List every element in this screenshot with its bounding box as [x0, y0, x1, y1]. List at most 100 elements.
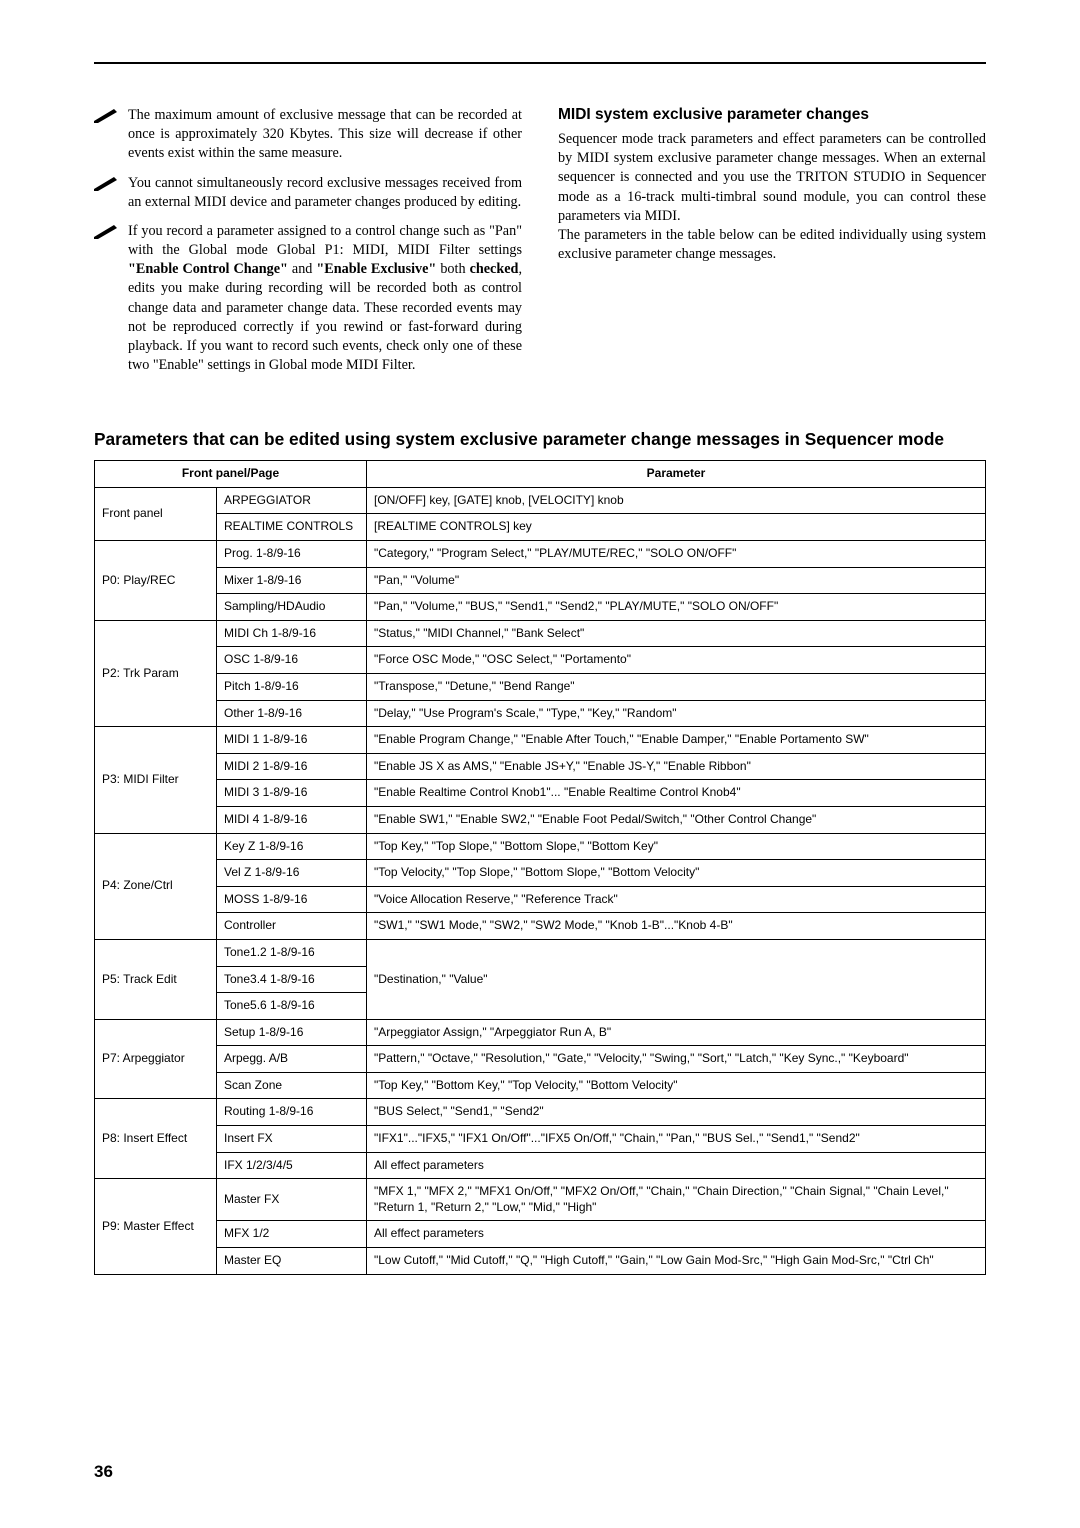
- table-row: P7: ArpeggiatorSetup 1-8/9-16"Arpeggiato…: [95, 1019, 986, 1046]
- table-cell-page: MOSS 1-8/9-16: [217, 886, 367, 913]
- table-cell-param: "Pattern," "Octave," "Resolution," "Gate…: [367, 1046, 986, 1073]
- table-cell-page: Insert FX: [217, 1126, 367, 1153]
- table-row: P5: Track EditTone1.2 1-8/9-16"Destinati…: [95, 939, 986, 966]
- note-text: If you record a parameter assigned to a …: [128, 222, 522, 375]
- table-row: MFX 1/2All effect parameters: [95, 1221, 986, 1248]
- table-cell-group: P9: Master Effect: [95, 1179, 217, 1274]
- table-cell-group: P2: Trk Param: [95, 620, 217, 726]
- table-row: MIDI 3 1-8/9-16"Enable Realtime Control …: [95, 780, 986, 807]
- table-cell-group: P4: Zone/Ctrl: [95, 833, 217, 939]
- table-cell-param: "Enable JS X as AMS," "Enable JS+Y," "En…: [367, 753, 986, 780]
- note-text: You cannot simultaneously record exclusi…: [128, 174, 522, 212]
- body-text: The parameters in the table below can be…: [558, 226, 986, 264]
- table-cell-param: "Enable Realtime Control Knob1"... "Enab…: [367, 780, 986, 807]
- page-number: 36: [94, 1462, 113, 1482]
- table-cell-param: "Category," "Program Select," "PLAY/MUTE…: [367, 541, 986, 568]
- table-cell-page: ARPEGGIATOR: [217, 487, 367, 514]
- table-cell-page: Master EQ: [217, 1248, 367, 1275]
- table-row: REALTIME CONTROLS[REALTIME CONTROLS] key: [95, 514, 986, 541]
- table-row: P3: MIDI FilterMIDI 1 1-8/9-16"Enable Pr…: [95, 727, 986, 754]
- table-cell-group: P0: Play/REC: [95, 541, 217, 621]
- table-cell-page: Prog. 1-8/9-16: [217, 541, 367, 568]
- table-cell-page: Master FX: [217, 1179, 367, 1221]
- table-cell-page: Vel Z 1-8/9-16: [217, 860, 367, 887]
- table-cell-param: "Top Velocity," "Top Slope," "Bottom Slo…: [367, 860, 986, 887]
- left-column: The maximum amount of exclusive message …: [94, 106, 522, 385]
- table-cell-param: All effect parameters: [367, 1221, 986, 1248]
- table-cell-page: MIDI Ch 1-8/9-16: [217, 620, 367, 647]
- table-cell-param: "SW1," "SW1 Mode," "SW2," "SW2 Mode," "K…: [367, 913, 986, 940]
- table-cell-page: MIDI 4 1-8/9-16: [217, 806, 367, 833]
- table-row: P2: Trk ParamMIDI Ch 1-8/9-16"Status," "…: [95, 620, 986, 647]
- table-row: P8: Insert EffectRouting 1-8/9-16"BUS Se…: [95, 1099, 986, 1126]
- note-1: The maximum amount of exclusive message …: [94, 106, 522, 164]
- table-cell-page: Other 1-8/9-16: [217, 700, 367, 727]
- right-column: MIDI system exclusive parameter changes …: [558, 106, 986, 385]
- table-header: Front panel/Page: [95, 461, 367, 488]
- table-cell-page: OSC 1-8/9-16: [217, 647, 367, 674]
- table-row: Insert FX"IFX1"..."IFX5," "IFX1 On/Off".…: [95, 1126, 986, 1153]
- table-cell-param: "BUS Select," "Send1," "Send2": [367, 1099, 986, 1126]
- table-cell-param: "Enable Program Change," "Enable After T…: [367, 727, 986, 754]
- table-cell-page: Mixer 1-8/9-16: [217, 567, 367, 594]
- table-row: Scan Zone"Top Key," "Bottom Key," "Top V…: [95, 1072, 986, 1099]
- table-cell-param: "Top Key," "Bottom Key," "Top Velocity,"…: [367, 1072, 986, 1099]
- table-cell-page: REALTIME CONTROLS: [217, 514, 367, 541]
- table-cell-param: "MFX 1," "MFX 2," "MFX1 On/Off," "MFX2 O…: [367, 1179, 986, 1221]
- table-cell-page: Arpegg. A/B: [217, 1046, 367, 1073]
- table-cell-param: "Enable SW1," "Enable SW2," "Enable Foot…: [367, 806, 986, 833]
- table-cell-param: "Arpeggiator Assign," "Arpeggiator Run A…: [367, 1019, 986, 1046]
- table-row: P0: Play/RECProg. 1-8/9-16"Category," "P…: [95, 541, 986, 568]
- table-cell-group: P7: Arpeggiator: [95, 1019, 217, 1099]
- note-text: The maximum amount of exclusive message …: [128, 106, 522, 164]
- pencil-icon: [94, 108, 118, 124]
- table-cell-page: MIDI 3 1-8/9-16: [217, 780, 367, 807]
- table-cell-page: Controller: [217, 913, 367, 940]
- table-row: OSC 1-8/9-16"Force OSC Mode," "OSC Selec…: [95, 647, 986, 674]
- horizontal-rule: [94, 62, 986, 64]
- two-column-layout: The maximum amount of exclusive message …: [94, 106, 986, 385]
- subsection-heading: MIDI system exclusive parameter changes: [558, 106, 986, 124]
- table-row: Pitch 1-8/9-16"Transpose," "Detune," "Be…: [95, 673, 986, 700]
- table-cell-page: Pitch 1-8/9-16: [217, 673, 367, 700]
- table-cell-group: Front panel: [95, 487, 217, 540]
- table-cell-param: "Top Key," "Top Slope," "Bottom Slope," …: [367, 833, 986, 860]
- table-row: IFX 1/2/3/4/5All effect parameters: [95, 1152, 986, 1179]
- table-cell-group: P8: Insert Effect: [95, 1099, 217, 1179]
- table-cell-param: All effect parameters: [367, 1152, 986, 1179]
- table-cell-page: Scan Zone: [217, 1072, 367, 1099]
- table-row: Other 1-8/9-16"Delay," "Use Program's Sc…: [95, 700, 986, 727]
- table-cell-group: P5: Track Edit: [95, 939, 217, 1019]
- table-cell-param: "Pan," "Volume," "BUS," "Send1," "Send2,…: [367, 594, 986, 621]
- body-text: Sequencer mode track parameters and effe…: [558, 130, 986, 226]
- table-cell-param: "IFX1"..."IFX5," "IFX1 On/Off"..."IFX5 O…: [367, 1126, 986, 1153]
- table-cell-page: Tone5.6 1-8/9-16: [217, 993, 367, 1020]
- section-heading: Parameters that can be edited using syst…: [94, 429, 986, 450]
- table-cell-page: Setup 1-8/9-16: [217, 1019, 367, 1046]
- table-cell-page: IFX 1/2/3/4/5: [217, 1152, 367, 1179]
- table-cell-page: Sampling/HDAudio: [217, 594, 367, 621]
- table-row: Front panelARPEGGIATOR[ON/OFF] key, [GAT…: [95, 487, 986, 514]
- table-row: Sampling/HDAudio"Pan," "Volume," "BUS," …: [95, 594, 986, 621]
- table-row: Vel Z 1-8/9-16"Top Velocity," "Top Slope…: [95, 860, 986, 887]
- pencil-icon: [94, 176, 118, 192]
- table-cell-param: "Destination," "Value": [367, 939, 986, 1019]
- pencil-icon: [94, 224, 118, 240]
- table-cell-group: P3: MIDI Filter: [95, 727, 217, 833]
- table-cell-param: "Status," "MIDI Channel," "Bank Select": [367, 620, 986, 647]
- table-cell-param: "Low Cutoff," "Mid Cutoff," "Q," "High C…: [367, 1248, 986, 1275]
- table-cell-page: MIDI 2 1-8/9-16: [217, 753, 367, 780]
- table-cell-page: Routing 1-8/9-16: [217, 1099, 367, 1126]
- table-row: MIDI 2 1-8/9-16"Enable JS X as AMS," "En…: [95, 753, 986, 780]
- table-cell-param: [REALTIME CONTROLS] key: [367, 514, 986, 541]
- table-row: Controller"SW1," "SW1 Mode," "SW2," "SW2…: [95, 913, 986, 940]
- table-row: MIDI 4 1-8/9-16"Enable SW1," "Enable SW2…: [95, 806, 986, 833]
- parameter-table: Front panel/Page Parameter Front panelAR…: [94, 460, 986, 1274]
- table-cell-page: MIDI 1 1-8/9-16: [217, 727, 367, 754]
- note-2: You cannot simultaneously record exclusi…: [94, 174, 522, 212]
- table-cell-param: [ON/OFF] key, [GATE] knob, [VELOCITY] kn…: [367, 487, 986, 514]
- table-row: Master EQ"Low Cutoff," "Mid Cutoff," "Q,…: [95, 1248, 986, 1275]
- table-header-row: Front panel/Page Parameter: [95, 461, 986, 488]
- table-cell-page: MFX 1/2: [217, 1221, 367, 1248]
- note-3: If you record a parameter assigned to a …: [94, 222, 522, 375]
